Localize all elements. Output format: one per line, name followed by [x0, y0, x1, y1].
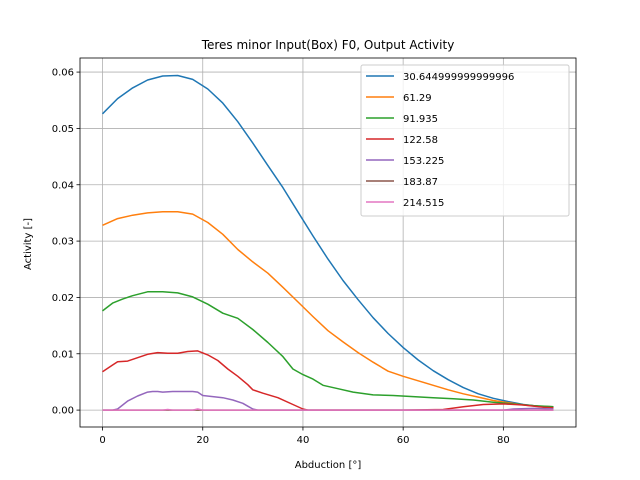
chart-title: Teres minor Input(Box) F0, Output Activi… — [201, 38, 455, 52]
x-tick-label: 0 — [99, 435, 105, 446]
legend-box — [360, 64, 570, 217]
y-tick-label: 0.01 — [52, 349, 74, 360]
series-line-0 — [101, 74, 554, 408]
legend-label: 30.644999999999996 — [403, 72, 514, 83]
y-tick-label: 0.05 — [52, 124, 74, 135]
legend-label: 183.87 — [403, 177, 438, 188]
y-axis-ticks: 0.00 0.01 0.02 0.03 0.04 0.05 0.06 — [52, 68, 80, 417]
x-axis-label: Abduction [°] — [295, 460, 362, 471]
y-tick-label: 0.06 — [52, 68, 74, 79]
x-tick-label: 60 — [397, 435, 410, 446]
legend-label: 153.225 — [403, 156, 444, 167]
series-line-2 — [102, 291, 554, 408]
legend: 30.644999999999996 61.29 91.935 122.58 153.2… — [360, 64, 570, 217]
legend-label: 91.935 — [403, 114, 438, 125]
legend-label: 214.515 — [403, 198, 444, 209]
x-tick-label: 40 — [297, 435, 310, 446]
x-tick-label: 80 — [497, 435, 510, 446]
series-line-3 — [102, 350, 554, 411]
y-tick-label: 0.02 — [52, 293, 74, 304]
series-line-1 — [102, 211, 554, 408]
series-layer — [101, 74, 554, 411]
y-axis-label: Activity [-] — [23, 218, 34, 270]
y-tick-label: 0.03 — [52, 237, 74, 248]
x-tick-label: 20 — [196, 435, 209, 446]
y-tick-label: 0.00 — [52, 406, 74, 417]
legend-label: 122.58 — [403, 135, 438, 146]
legend-label: 61.29 — [403, 93, 432, 104]
x-axis-ticks: 0 20 40 60 80 — [99, 427, 510, 446]
series-line-6 — [102, 408, 554, 411]
plot-border — [79, 57, 577, 428]
y-tick-label: 0.04 — [52, 180, 74, 191]
